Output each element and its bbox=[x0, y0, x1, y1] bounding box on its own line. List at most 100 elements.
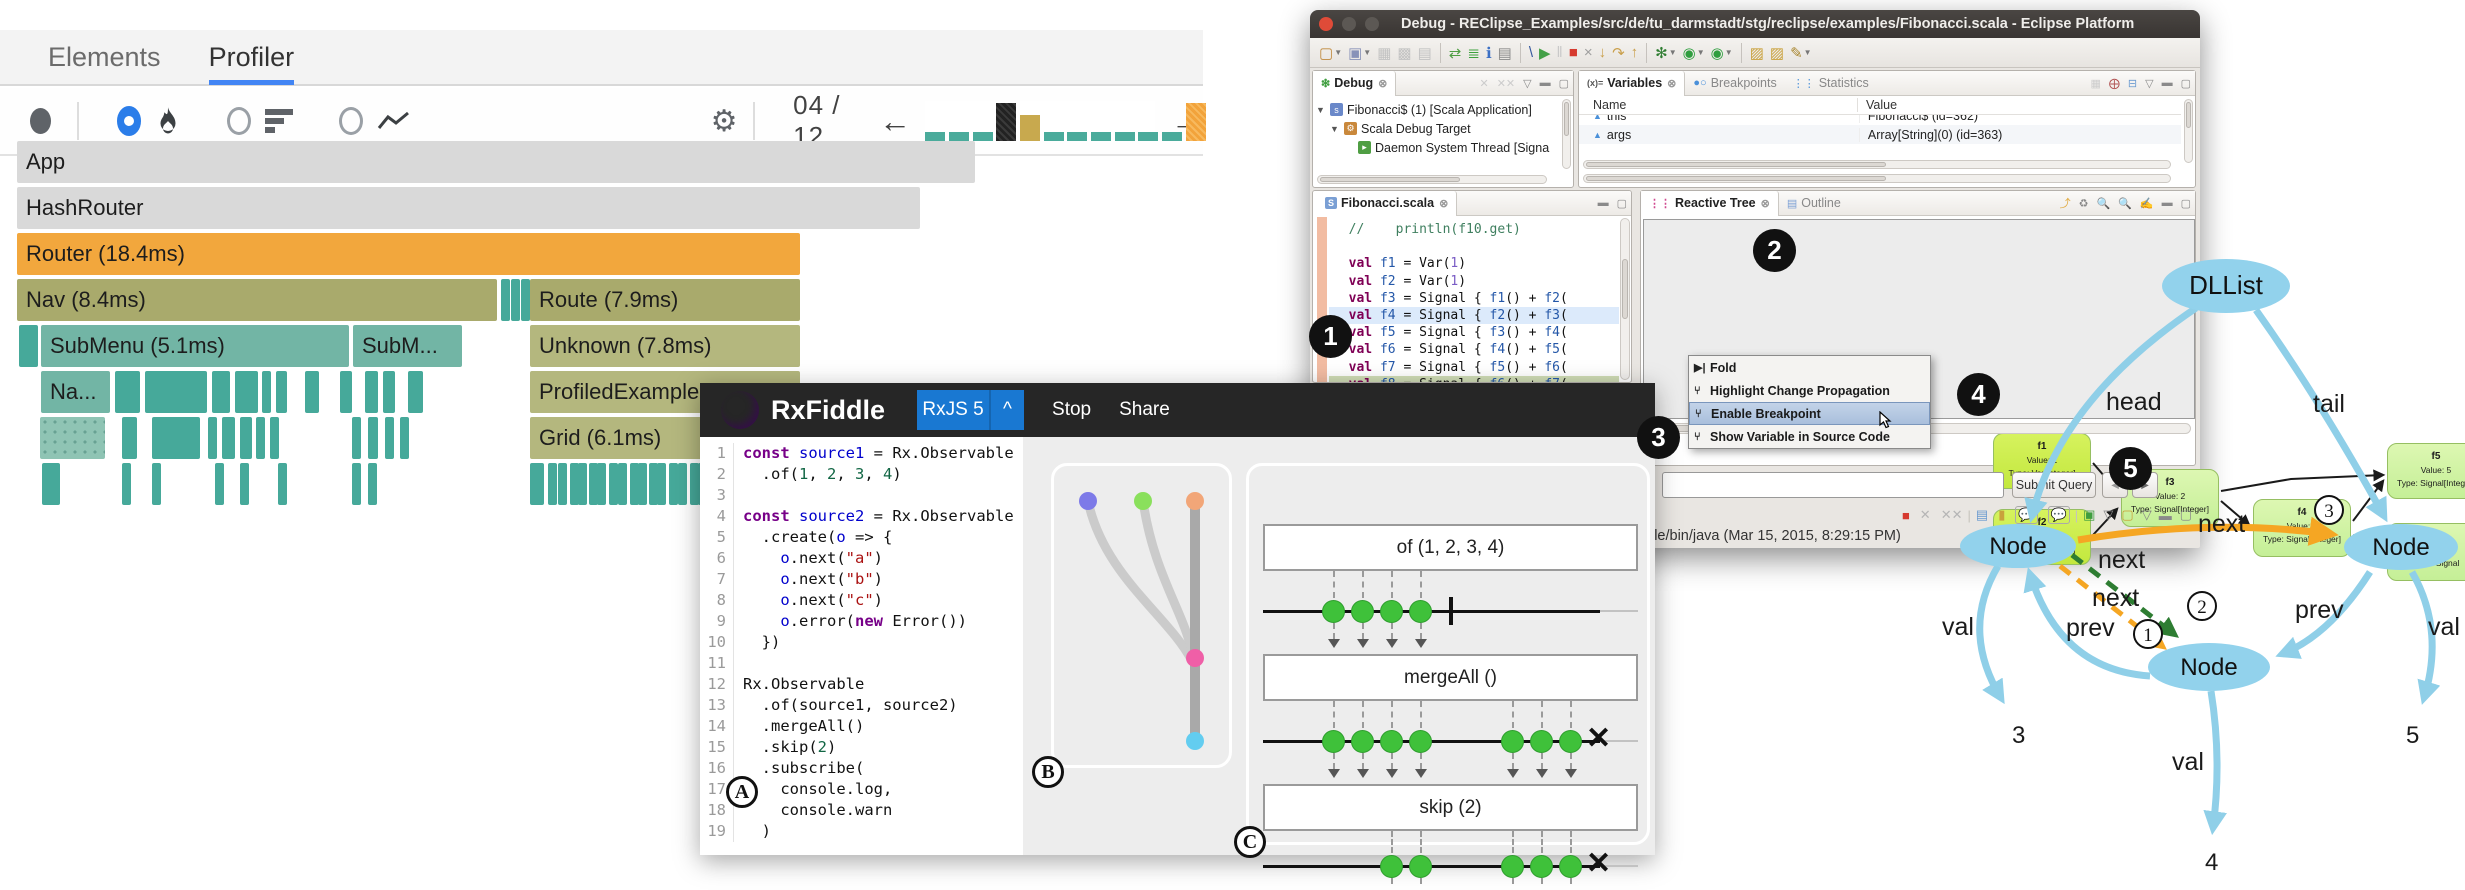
flame-block[interactable] bbox=[570, 463, 579, 505]
new-project-icon[interactable]: ▣ ▼ bbox=[1348, 44, 1372, 62]
menu-item-show-variable-in-source-code[interactable]: ⑂ Show Variable in Source Code bbox=[1694, 429, 1890, 444]
close-icon[interactable]: ⊗ bbox=[1760, 197, 1770, 210]
flame-block[interactable] bbox=[40, 417, 105, 459]
flame-block[interactable] bbox=[578, 463, 587, 505]
close-icon[interactable]: ⊗ bbox=[1378, 77, 1388, 90]
code-line[interactable]: 7 o.next("b") bbox=[700, 569, 1023, 590]
debug-icon[interactable]: ✻ ▼ bbox=[1655, 44, 1677, 62]
flame-block[interactable] bbox=[352, 417, 361, 459]
flame-block[interactable] bbox=[340, 371, 352, 413]
scala-code-line[interactable] bbox=[1329, 238, 1619, 255]
snapshot-bar[interactable] bbox=[1185, 103, 1206, 141]
flame-block[interactable] bbox=[208, 417, 217, 459]
flame-bar[interactable]: Router (18.4ms) bbox=[17, 233, 800, 275]
maximize-view-icon[interactable]: ▢ bbox=[2180, 197, 2191, 210]
search-icon[interactable]: ✎ ▼ bbox=[1790, 44, 1812, 62]
maximize-icon[interactable] bbox=[1365, 17, 1379, 31]
snapshot-bar[interactable] bbox=[948, 132, 969, 141]
code-line[interactable]: 10 }) bbox=[700, 632, 1023, 653]
flame-block[interactable] bbox=[122, 463, 131, 505]
scala-code-line[interactable]: val f3 = Signal { f1() + f2( bbox=[1348, 290, 1568, 306]
flame-block[interactable] bbox=[657, 463, 666, 505]
rescala-list-icon[interactable]: ≣ bbox=[1467, 44, 1480, 62]
code-line[interactable]: 19 ) bbox=[700, 821, 1023, 842]
clipboard-icon[interactable]: ♻ bbox=[2078, 197, 2089, 210]
collapse-icon[interactable]: ⊟ bbox=[2127, 77, 2138, 90]
info-icon[interactable]: ℹ bbox=[1485, 44, 1492, 62]
minimize-icon[interactable] bbox=[1342, 17, 1356, 31]
code-line[interactable]: 17 console.log, bbox=[700, 779, 1023, 800]
snapshot-bar-chart[interactable] bbox=[925, 101, 1206, 141]
maximize-view-icon[interactable]: ▢ bbox=[1558, 77, 1569, 90]
stop-icon[interactable]: ■ bbox=[1568, 44, 1578, 61]
code-line[interactable]: 2 .of(1, 2, 3, 4) bbox=[700, 464, 1023, 485]
print-icon[interactable]: ▤ bbox=[1417, 44, 1432, 62]
flame-block[interactable] bbox=[240, 463, 249, 505]
flame-block[interactable] bbox=[212, 371, 230, 413]
log-icon[interactable]: ▤ bbox=[1497, 44, 1512, 62]
rescala-sync-icon[interactable]: ⇄ bbox=[1448, 44, 1462, 62]
flame-block[interactable] bbox=[368, 417, 378, 459]
code-line[interactable]: 8 o.next("c") bbox=[700, 590, 1023, 611]
remove-launch-icon[interactable]: ✕ bbox=[1919, 507, 1931, 522]
flame-block[interactable] bbox=[276, 371, 287, 413]
open-folder-icon[interactable]: ▨ bbox=[1749, 44, 1764, 62]
flame-bar[interactable]: Na... bbox=[41, 371, 110, 413]
rxjs-version-button[interactable]: RxJS 5 bbox=[917, 390, 992, 430]
pause-icon[interactable]: ‖ bbox=[1556, 44, 1563, 61]
record-button[interactable] bbox=[30, 108, 52, 134]
flame-block[interactable] bbox=[256, 417, 265, 459]
flame-block[interactable] bbox=[589, 463, 598, 505]
step-return-icon[interactable]: ↑ bbox=[1630, 44, 1639, 61]
scala-code-line[interactable]: ⇒ val f8 = Signal { f6() + f7( bbox=[1315, 375, 1619, 382]
debug-tree-item[interactable]: ▸ Daemon System Thread [Signa bbox=[1316, 138, 1559, 157]
show-stderr-icon[interactable]: 💬 bbox=[2047, 506, 2070, 524]
snapshot-bar[interactable] bbox=[1019, 115, 1040, 141]
version-dropdown-button[interactable]: ^ bbox=[991, 390, 1025, 430]
resume-icon[interactable]: ▶ bbox=[1539, 44, 1551, 62]
run-icon[interactable]: ◉ ▼ bbox=[1682, 44, 1705, 62]
code-line[interactable]: 1 const source1 = Rx.Observable bbox=[700, 443, 1023, 464]
zoom-in-icon[interactable]: 🔍 bbox=[2096, 197, 2111, 210]
menu-item-fold[interactable]: ▶| Fold bbox=[1694, 360, 1737, 375]
tab-elements[interactable]: Elements bbox=[48, 41, 161, 72]
prev-snapshot-button[interactable]: ← bbox=[879, 102, 912, 139]
gear-icon[interactable]: ⚙ bbox=[710, 104, 738, 138]
flame-bar[interactable]: Unknown (7.8ms) bbox=[530, 325, 800, 367]
code-line[interactable]: 12 Rx.Observable bbox=[700, 674, 1023, 695]
flame-block[interactable] bbox=[649, 463, 658, 505]
save-icon[interactable]: ▦ bbox=[1377, 44, 1392, 62]
menu-item-highlight-change-propagation[interactable]: ⑂ Highlight Change Propagation bbox=[1694, 383, 1890, 398]
snapshot-bar[interactable] bbox=[1043, 132, 1064, 141]
variable-row[interactable]: ▲ this Fibonacci$ (id=362) bbox=[1579, 115, 2181, 125]
flame-block[interactable] bbox=[215, 463, 224, 505]
flame-block[interactable] bbox=[222, 417, 235, 459]
disconnect-icon[interactable]: × bbox=[1583, 44, 1593, 61]
v-scrollbar[interactable] bbox=[2184, 99, 2193, 163]
code-line[interactable]: 3 bbox=[700, 485, 1023, 506]
open-folder2-icon[interactable]: ▨ bbox=[1769, 44, 1785, 62]
view-menu-icon[interactable]: ▽ bbox=[2145, 77, 2154, 90]
remove-all-icon[interactable]: ✕✕ bbox=[1496, 77, 1516, 90]
flame-block[interactable] bbox=[122, 417, 137, 459]
maximize-view-icon[interactable]: ▢ bbox=[1616, 197, 1627, 210]
remove-icon[interactable]: ✕ bbox=[1479, 77, 1489, 90]
tab-variables[interactable]: (x)= Variables ⊗ bbox=[1579, 70, 1686, 96]
scala-code-line[interactable]: val f1 = Var(1) bbox=[1348, 256, 1467, 272]
code-line[interactable]: 16 .subscribe( bbox=[700, 758, 1023, 779]
code-line[interactable]: 13 .of(source1, source2) bbox=[700, 695, 1023, 716]
snapshot-bar[interactable] bbox=[972, 132, 993, 141]
flame-block[interactable] bbox=[352, 463, 361, 505]
stop-button[interactable]: Stop bbox=[1052, 399, 1092, 420]
flame-bar[interactable]: Route (7.9ms) bbox=[530, 279, 800, 321]
tab-outline[interactable]: ▤ Outline bbox=[1786, 196, 1841, 210]
scala-code-line[interactable]: val f2 = Var(1) bbox=[1348, 273, 1467, 289]
snapshot-bar[interactable] bbox=[1067, 132, 1088, 141]
flame-block[interactable] bbox=[511, 279, 520, 321]
view-menu-icon[interactable]: ▽ bbox=[1523, 77, 1532, 90]
tab-profiler[interactable]: Profiler bbox=[208, 29, 295, 85]
submit-query-button[interactable]: Submit Query bbox=[2012, 472, 2096, 498]
flame-block[interactable] bbox=[558, 463, 567, 505]
flame-block[interactable] bbox=[609, 463, 618, 505]
share-button[interactable]: Share bbox=[1119, 399, 1170, 420]
